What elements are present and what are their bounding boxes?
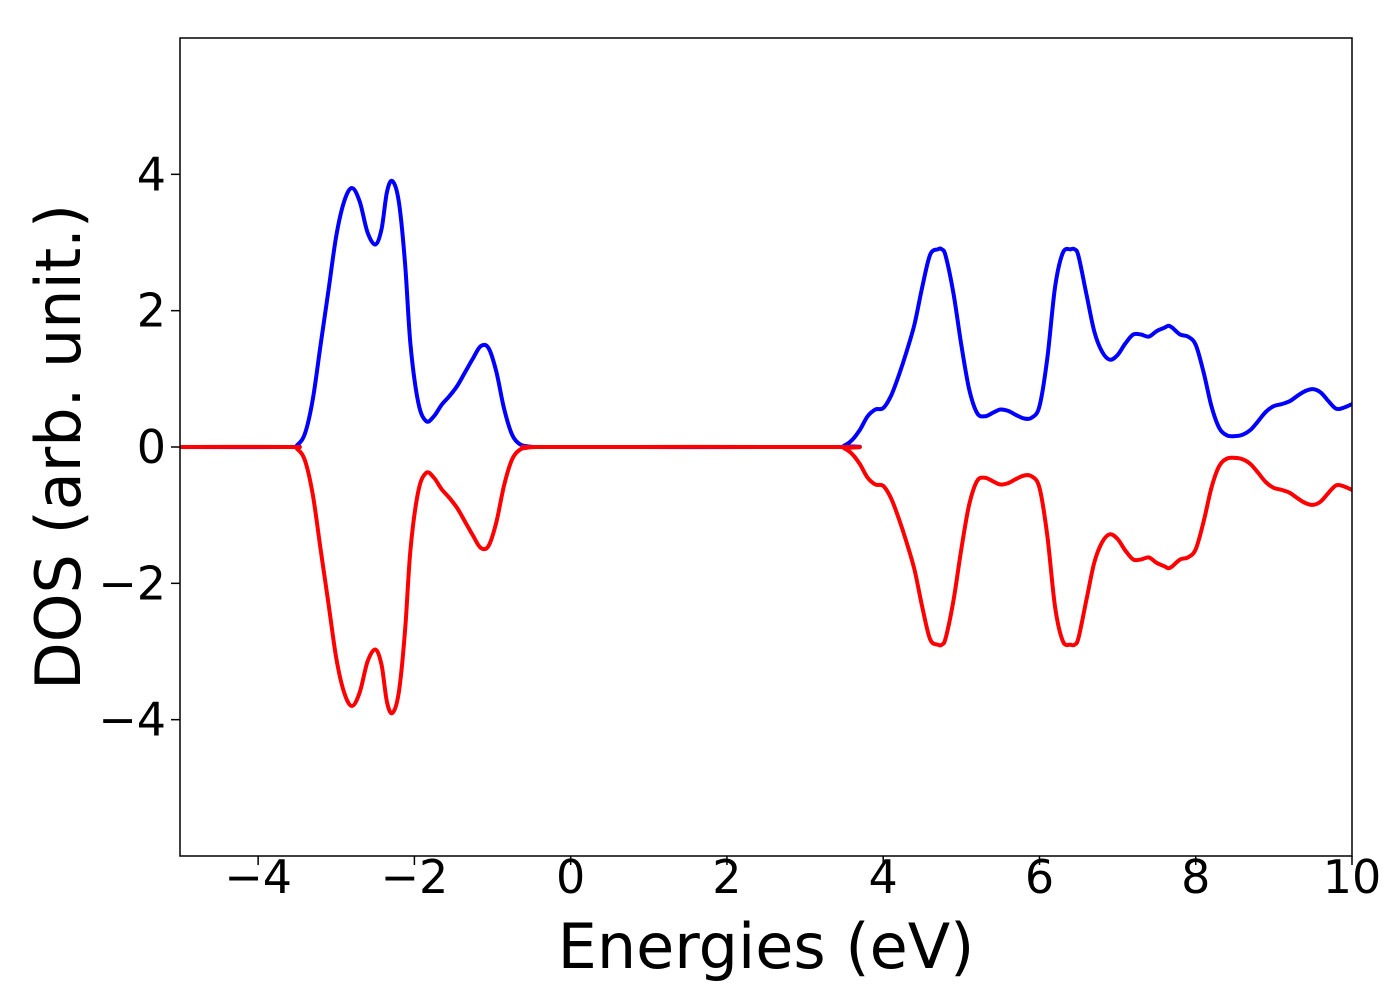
y-tick-label: −4 [98,693,166,747]
x-tick-label: 0 [556,850,585,904]
dos-series-line-down [180,444,1352,716]
x-tick-label: 6 [1025,850,1054,904]
x-tick-label: 10 [1323,850,1382,904]
y-axis-title: DOS (arb. unit.) [22,204,95,690]
y-tick-label: −2 [98,556,166,610]
x-tick-label: −4 [224,850,292,904]
x-axis-title: Energies (eV) [558,910,975,983]
y-axis-ticks: −4 −2 0 2 4 [98,147,180,747]
x-tick-label: 8 [1181,850,1210,904]
y-tick-label: 0 [137,420,166,474]
dos-series-line-up [180,178,1352,450]
x-axis-ticks: −4 −2 0 2 4 6 8 10 [224,850,1381,904]
series-layer [180,178,1352,716]
y-tick-label: 4 [137,147,166,201]
x-tick-label: 4 [869,850,898,904]
x-tick-label: −2 [380,850,448,904]
y-tick-label: 2 [137,284,166,338]
x-tick-label: 2 [712,850,741,904]
